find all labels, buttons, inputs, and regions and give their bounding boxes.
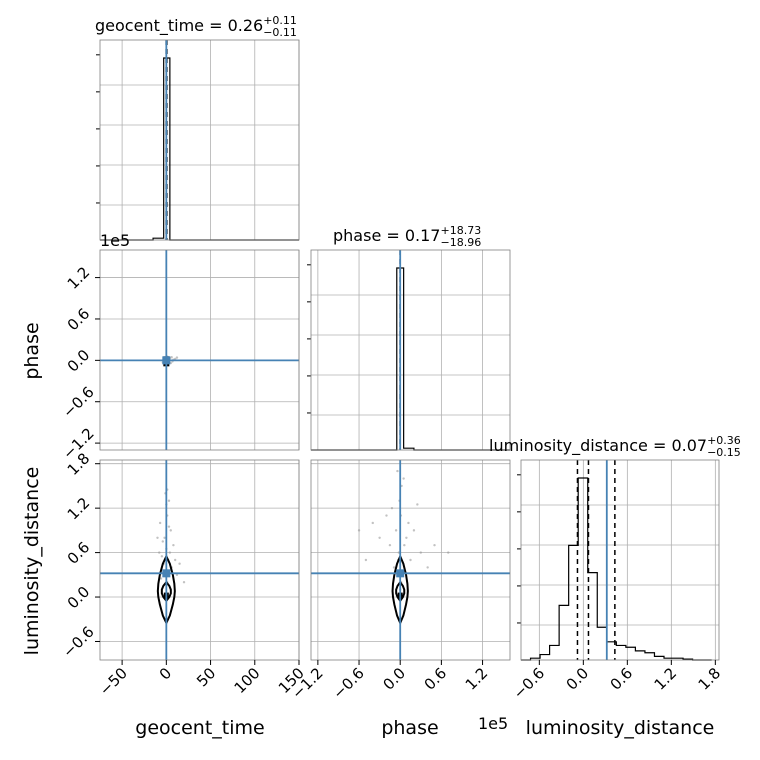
phase-y-offset-label: 1e5	[100, 231, 130, 250]
y-tick-label: −0.6	[59, 383, 97, 421]
luminosity-distance-histogram-panel	[517, 459, 720, 661]
scatter-point	[173, 558, 177, 562]
scatter-point	[426, 566, 429, 569]
scatter-point	[163, 536, 166, 539]
geocent-time-title: geocent_time = 0.26+0.11 −0.11	[95, 14, 297, 39]
scatter-point	[402, 477, 405, 480]
scatter-point	[168, 551, 172, 554]
scatter-point	[357, 529, 361, 532]
scatter-point	[156, 536, 159, 539]
scatter-point	[405, 536, 408, 539]
scatter-point	[158, 551, 161, 554]
panel-frame	[99, 249, 300, 451]
scatter-point	[433, 543, 436, 547]
x-tick-label: −50	[96, 664, 131, 699]
x-axis-label-luminosity-distance: luminosity_distance	[526, 717, 715, 739]
scatter-point	[378, 536, 381, 539]
scatter-point	[172, 543, 175, 547]
scatter-point	[167, 525, 171, 528]
scatter-point	[385, 514, 388, 517]
luminosity-distance-vs-geocent-time-panel	[99, 459, 300, 661]
luminosity-distance-vs-phase-panel	[310, 459, 511, 661]
x-tick-label: 0.6	[607, 664, 637, 694]
y-tick-label: 0.0	[64, 346, 94, 376]
panel-frame	[99, 459, 300, 661]
geocent-time-histogram-panel	[96, 39, 300, 241]
scatter-point	[394, 529, 398, 532]
scatter-point	[170, 356, 173, 359]
scatter-point	[419, 551, 422, 554]
x-tick-label: 100	[231, 664, 264, 697]
x-tick-label: −0.6	[510, 664, 548, 702]
scatter-point	[407, 521, 410, 525]
y-axis-label-luminosity-distance: luminosity_distance	[21, 467, 43, 656]
x-tick-label: 50	[193, 664, 219, 690]
scatter-point	[371, 521, 374, 525]
y-tick-label: 0.6	[64, 305, 94, 335]
scatter-point	[390, 506, 394, 510]
scatter-point	[416, 503, 419, 506]
panel-frame	[310, 459, 511, 661]
scatter-point	[182, 581, 186, 584]
x-tick-label: 0.0	[379, 664, 409, 694]
x-tick-label: 1.2	[651, 664, 681, 694]
panel-background	[100, 40, 299, 240]
histogram-step	[521, 477, 712, 661]
scatter-point	[158, 521, 162, 525]
phase-title: phase = 0.17+18.73 −18.96	[333, 224, 481, 249]
phase-x-offset-label: 1e5	[478, 714, 508, 733]
phase-histogram-panel	[307, 249, 511, 451]
x-tick-label: 1.2	[462, 664, 492, 694]
scatter-point	[412, 529, 416, 532]
y-tick-label: 1.2	[64, 494, 94, 524]
panel-background	[521, 460, 719, 660]
x-axis-label-geocent-time: geocent_time	[135, 717, 264, 739]
panel-background	[100, 460, 299, 660]
truth-marker	[396, 569, 405, 578]
scatter-point	[396, 469, 399, 473]
scatter-point	[392, 566, 396, 569]
scatter-point	[169, 529, 172, 532]
scatter-point	[447, 551, 450, 554]
truth-marker	[162, 356, 171, 365]
scatter-point	[364, 558, 368, 562]
panel-frame	[99, 39, 300, 241]
y-axis-label-phase: phase	[21, 322, 43, 379]
x-tick-label: 0.0	[563, 664, 593, 694]
x-tick-label: 0.6	[421, 664, 451, 694]
panel-background	[311, 250, 510, 450]
x-tick-label: 1.8	[695, 664, 725, 694]
scatter-point	[159, 577, 163, 580]
y-tick-label: −0.6	[59, 623, 97, 661]
scatter-point	[167, 499, 171, 502]
scatter-point	[161, 540, 164, 543]
scatter-point	[175, 356, 179, 359]
panel-frame	[520, 459, 720, 661]
y-tick-label: 0.6	[64, 538, 94, 568]
y-tick-label: 0.0	[64, 583, 94, 613]
x-tick-label: 0	[156, 664, 175, 683]
scatter-point	[388, 543, 392, 547]
scatter-point	[403, 543, 406, 547]
y-tick-label: 1.2	[64, 263, 94, 293]
truth-marker	[162, 569, 171, 578]
scatter-point	[160, 555, 164, 558]
luminosity-distance-title: luminosity_distance = 0.07+0.36 −0.15	[489, 434, 741, 459]
panel-frame	[310, 249, 511, 451]
x-axis-label-phase: phase	[381, 717, 438, 739]
panel-background	[100, 250, 299, 450]
scatter-point	[409, 558, 412, 562]
x-tick-label: −0.6	[329, 664, 367, 702]
scatter-point	[178, 562, 181, 565]
phase-vs-geocent-time-panel	[99, 249, 300, 451]
